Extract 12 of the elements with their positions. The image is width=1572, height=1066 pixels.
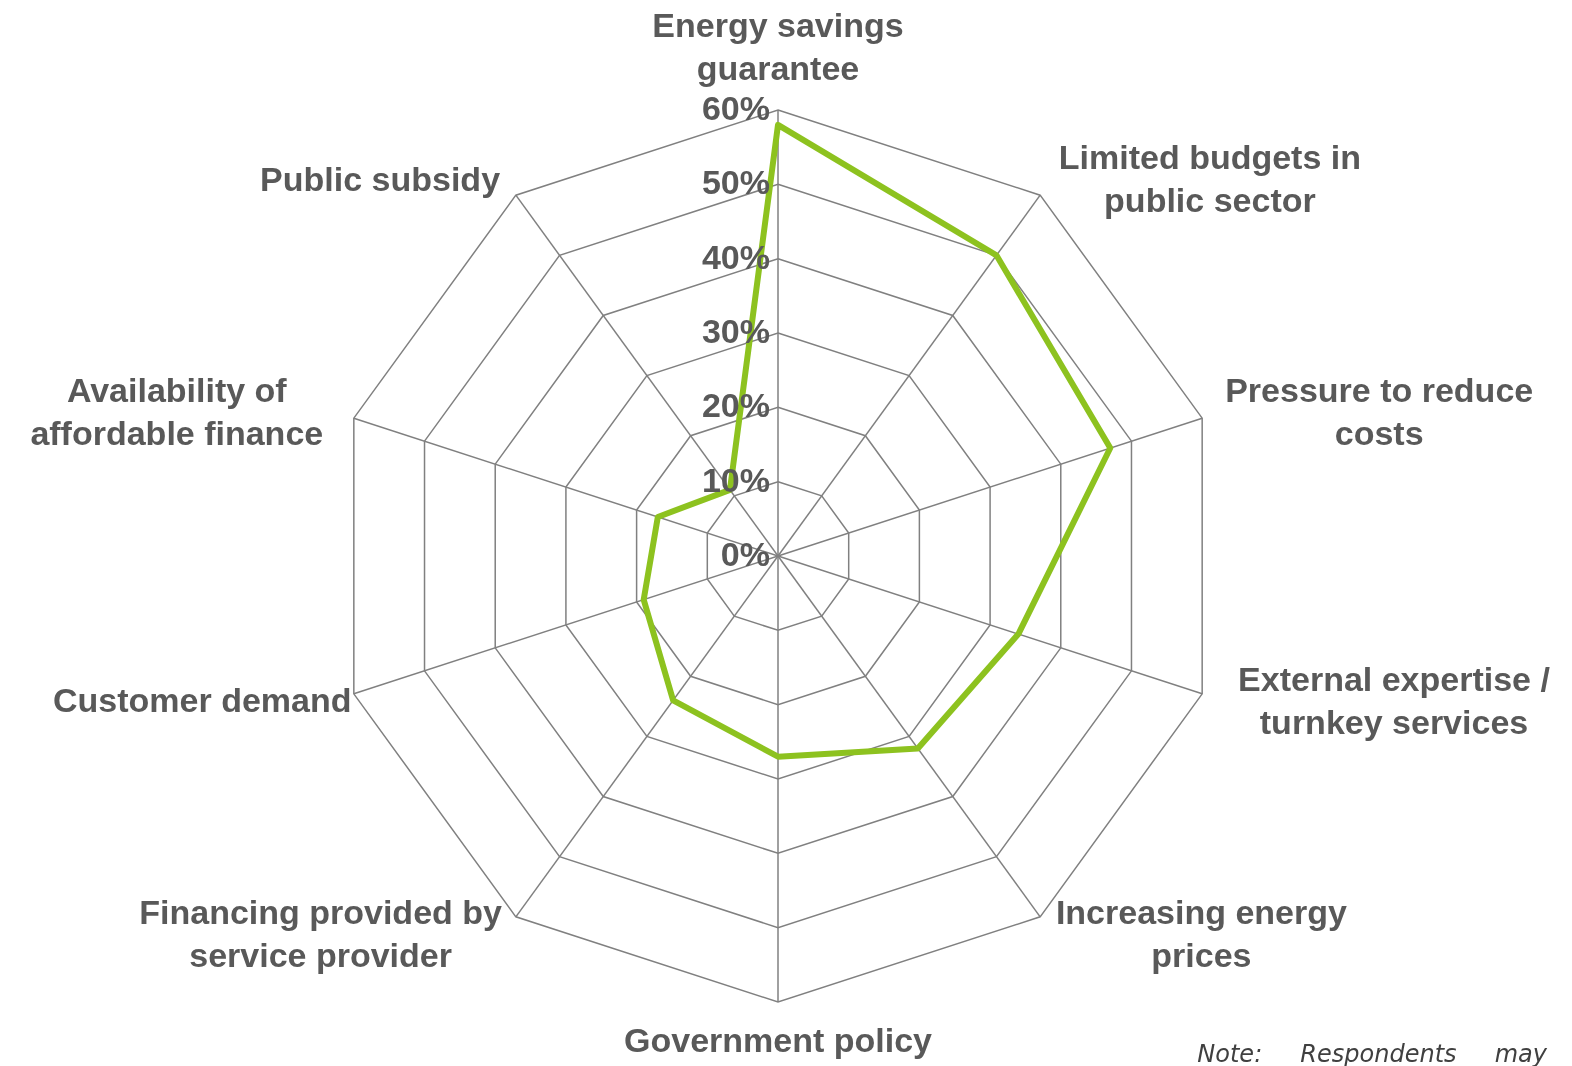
spoke-label: Increasing energy prices [1055,892,1347,974]
spoke-label: Public subsidy [260,160,501,198]
spoke-label: External expertise / turnkey services [1238,659,1551,741]
spoke-label: Pressure to reduce costs [1225,371,1534,453]
y-tick-label: 60% [701,89,770,127]
spoke-label: Energy savings guarantee [652,6,904,87]
spoke-label: Customer demand [53,681,352,719]
spoke-label: Government policy [624,1021,933,1059]
y-tick-label: 0% [720,535,770,573]
spoke-label: Availability of affordable finance [30,371,324,453]
spoke-label: Financing provided by service provider [139,892,503,974]
spoke-label: Limited budgets in public sector [1058,138,1362,220]
